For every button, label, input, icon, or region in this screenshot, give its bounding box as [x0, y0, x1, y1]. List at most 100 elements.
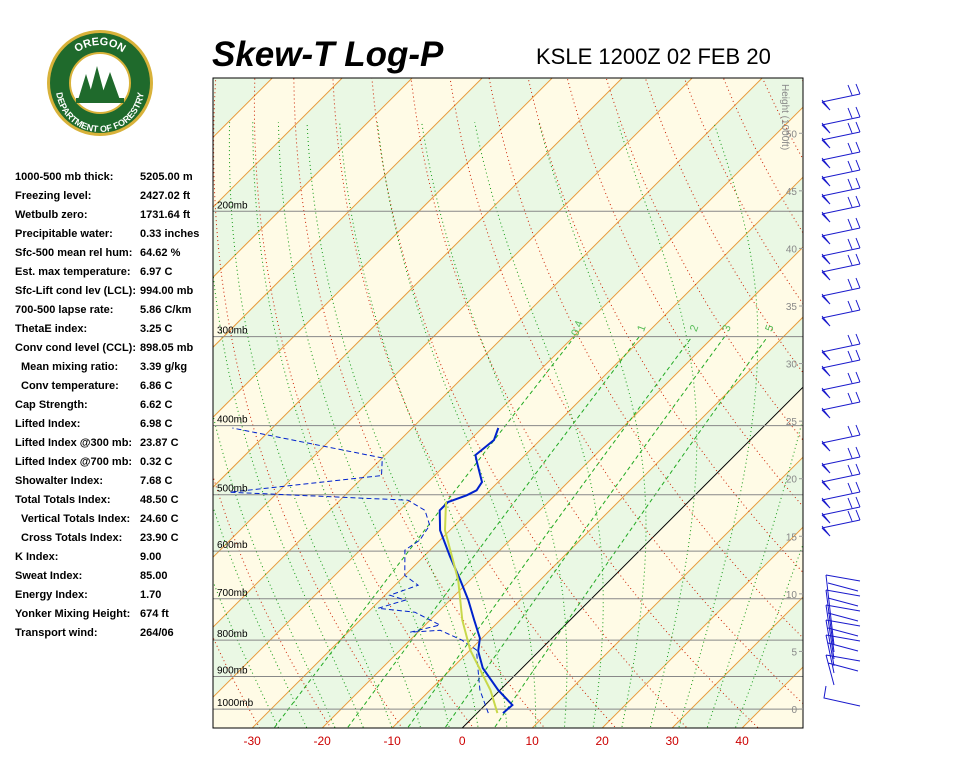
- height-tick-label: 45: [786, 187, 798, 198]
- isotherm: [872, 0, 960, 739]
- moist-adiabat: [706, 415, 803, 728]
- wind-barb: [825, 574, 861, 646]
- isotherm-grid-line: [601, 526, 803, 728]
- x-tick-label: 10: [525, 734, 539, 748]
- stat-label: Showalter Index:: [15, 475, 104, 487]
- wind-barb: [821, 391, 861, 419]
- wind-barb: [825, 619, 861, 667]
- dry-adiabat: [449, 78, 803, 705]
- wind-barb: [825, 634, 861, 674]
- moist-adiabat: [252, 122, 422, 728]
- dry-adiabat: [876, 0, 960, 739]
- dry-adiabat: [948, 0, 960, 739]
- height-tick-label: 5: [791, 647, 797, 658]
- logo-top: OREGON: [72, 36, 127, 55]
- overlay: -30 -20 -10 0 10 20 30 400.4 1 2 3 51000mb900mb800m…: [217, 84, 803, 748]
- wind-barb: [821, 349, 861, 377]
- stat-label: Vertical Totals Index:: [21, 513, 131, 525]
- dry-adiabat: [213, 78, 403, 728]
- moist-adiabat: [376, 122, 537, 728]
- wind-barb: [821, 333, 861, 361]
- stat-value: 264/06: [140, 627, 174, 639]
- stat-value: 85.00: [140, 570, 168, 582]
- height-tick-label: 35: [786, 302, 798, 313]
- wind-barb: [821, 446, 861, 474]
- logo-trees: [78, 66, 120, 100]
- wind-barb: [821, 509, 861, 537]
- plot-frame: [212, 77, 804, 729]
- moist-adiabat: [474, 122, 604, 728]
- stat-label: Lifted Index @700 mb:: [15, 456, 133, 468]
- profile-line: [438, 427, 514, 714]
- chart-subtitle: KSLE 1200Z 02 FEB 20: [536, 44, 771, 69]
- stat-value: 3.39 g/kg: [140, 361, 188, 373]
- moist-adiabat: [213, 268, 364, 728]
- moist-adiabat: [228, 122, 393, 728]
- height-tick-label: 0: [791, 705, 797, 716]
- stat-value: 23.90 C: [140, 532, 179, 544]
- logo-ground: [76, 98, 124, 103]
- isotherm: [213, 78, 343, 208]
- x-tick-label: -20: [314, 734, 332, 748]
- stat-label: Total Totals Index:: [15, 494, 111, 506]
- y-tick-label: 800mb: [217, 629, 248, 640]
- stat-value: 674 ft: [140, 608, 169, 620]
- moist-adiabat: [213, 413, 336, 728]
- height-axis-label: Height (1000ft): [779, 84, 790, 150]
- mixing-ratio-label: 2: [688, 323, 701, 333]
- x-tick-label: -30: [244, 734, 262, 748]
- y-tick-label: 200mb: [217, 200, 248, 211]
- wind-barb: [821, 253, 861, 281]
- x-tick-label: 20: [595, 734, 609, 748]
- profile-line: [443, 501, 499, 714]
- isotherm: [213, 106, 803, 698]
- dry-adiabat: [803, 0, 960, 739]
- wind-barb: [821, 496, 861, 524]
- stat-value: 0.32 C: [140, 456, 173, 468]
- stat-label: K Index:: [15, 551, 59, 563]
- stat-value: 5.86 C/km: [140, 304, 192, 316]
- stat-value: 6.86 C: [140, 380, 173, 392]
- dry-adiabat: [912, 0, 960, 739]
- stat-label: Mean mixing ratio:: [21, 361, 119, 373]
- mixing-ratio-label: 5: [763, 323, 776, 333]
- stat-label: Cross Totals Index:: [21, 532, 123, 544]
- stat-value: 6.98 C: [140, 418, 173, 430]
- stat-value: 0.33 inches: [140, 228, 200, 240]
- stat-value: 7.68 C: [140, 475, 173, 487]
- wind-barbs: [821, 83, 861, 707]
- moist-adiabat: [421, 122, 568, 728]
- wind-barb: [825, 654, 861, 686]
- dry-adiabat: [332, 78, 617, 728]
- wind-barb: [821, 159, 861, 187]
- stat-label: Sweat Index:: [15, 570, 83, 582]
- wind-barb: [825, 604, 861, 660]
- wind-barb: [821, 83, 861, 111]
- stat-label: Conv temperature:: [21, 380, 119, 392]
- height-tick-label: 50: [786, 129, 798, 140]
- stat-value: 23.87 C: [140, 437, 179, 449]
- y-tick-label: 500mb: [217, 484, 248, 495]
- y-tick-label: 900mb: [217, 666, 248, 677]
- stat-label: Sfc-500 mean rel hum:: [15, 247, 133, 259]
- x-tick-label: -10: [383, 734, 401, 748]
- height-tick-label: 25: [786, 417, 798, 428]
- wind-barb: [821, 299, 861, 327]
- isotherm-grid-line: [461, 386, 803, 728]
- y-tick-label: 1000mb: [217, 698, 254, 709]
- stat-label: Est. max temperature:: [15, 266, 131, 278]
- temperature-band: [872, 0, 960, 739]
- stat-label: Cap Strength:: [15, 399, 88, 411]
- x-tick-label: 40: [735, 734, 749, 748]
- temperature-band: [213, 78, 343, 208]
- stat-label: Lifted Index:: [15, 418, 81, 430]
- isotherm: [213, 78, 274, 139]
- stat-value: 1.70: [140, 589, 162, 601]
- stat-value: 24.60 C: [140, 513, 179, 525]
- mixing-ratio-label: 0.4: [569, 319, 586, 337]
- stat-label: 1000-500 mb thick:: [15, 171, 114, 183]
- y-tick-label: 300mb: [217, 326, 248, 337]
- height-tick-label: 30: [786, 360, 798, 371]
- wind-barb: [821, 121, 861, 149]
